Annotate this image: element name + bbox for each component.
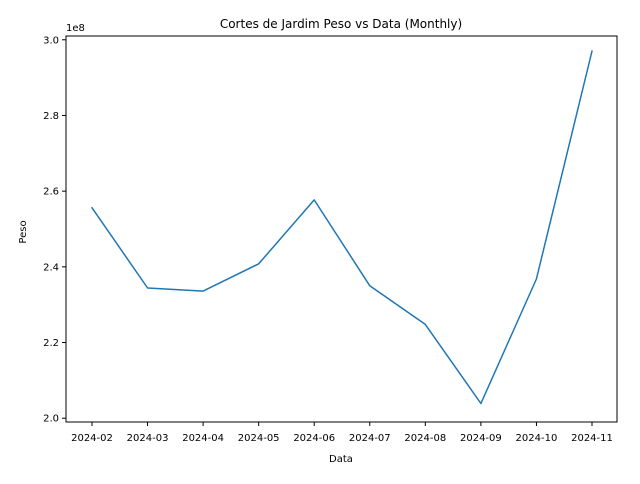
series-line [90, 50, 593, 405]
y-tick-label: 2.0 [43, 414, 59, 425]
y-tick-label: 2.8 [43, 111, 59, 122]
x-tick-label: 2024-02 [71, 433, 113, 444]
plot-area-frame [65, 35, 618, 423]
x-tick-label: 2024-03 [127, 433, 169, 444]
x-tick-label: 2024-09 [460, 433, 502, 444]
x-tick-label: 2024-10 [516, 433, 558, 444]
chart-title: Cortes de Jardim Peso vs Data (Monthly) [220, 17, 462, 31]
y-tick-label: 2.2 [43, 338, 59, 349]
y-axis-multiplier-label: 1e8 [66, 23, 85, 34]
x-axis-label: Data [329, 454, 353, 465]
y-tick-label: 2.6 [43, 187, 59, 198]
data-series-group [90, 50, 593, 405]
axes-ticks-group: 2.0 2.2 2.4 2.6 2.8 3.0 2024-02 2024-03 2024-04 2… [43, 35, 613, 444]
x-tick-label: 2024-11 [571, 433, 613, 444]
y-tick-label: 2.4 [43, 262, 59, 273]
y-tick-label: 3.0 [43, 35, 59, 46]
x-tick-label: 2024-05 [238, 433, 280, 444]
x-tick-label: 2024-08 [404, 433, 446, 444]
x-tick-label: 2024-06 [293, 433, 335, 444]
x-tick-label: 2024-07 [349, 433, 391, 444]
y-axis-label: Peso [18, 220, 29, 243]
x-tick-label: 2024-04 [182, 433, 224, 444]
